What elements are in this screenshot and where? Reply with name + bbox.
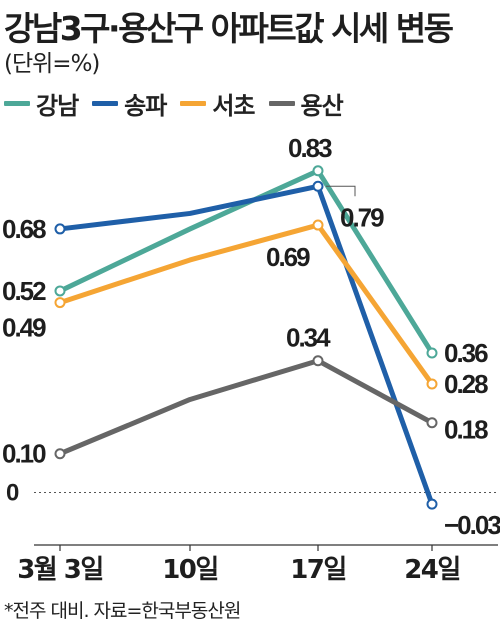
data-point [426, 417, 438, 429]
legend-item-seocho: 서초 [180, 86, 256, 121]
legend: 강남 송파 서초 용산 [4, 86, 357, 121]
legend-item-gangnam: 강남 [4, 86, 79, 121]
label-layer: 0.52 0.83 0.36 0.68 0.79 −0.03 0.49 0.69 0.28 0.1… [2, 133, 500, 540]
data-point [312, 180, 324, 192]
x-tick-label: 10일 [162, 555, 218, 585]
data-point [312, 219, 324, 231]
data-point [426, 378, 438, 390]
data-point [312, 355, 324, 367]
data-label: 0.36 [444, 338, 488, 368]
data-point [312, 165, 324, 177]
x-tick-label: 17일 [290, 555, 346, 585]
data-point [426, 498, 438, 510]
legend-label: 강남 [36, 92, 79, 120]
data-label: 0.34 [286, 323, 331, 353]
legend-swatch [268, 101, 295, 106]
data-point [54, 285, 66, 297]
legend-label: 서초 [212, 92, 255, 120]
legend-item-songpa: 송파 [92, 86, 167, 121]
data-label: 0.49 [2, 313, 46, 343]
data-label: 0.79 [340, 202, 384, 232]
footnote: *전주 대비. 자료=한국부동산원 [4, 600, 241, 622]
data-label: −0.03 [444, 510, 500, 540]
data-point [54, 297, 66, 309]
x-tick-label: 24일 [404, 555, 460, 585]
legend-label: 용산 [300, 92, 344, 120]
legend-label: 송파 [124, 92, 167, 120]
x-tick-label: 3월 3일 [17, 555, 103, 585]
legend-swatch [180, 101, 207, 106]
legend-swatch [4, 101, 30, 106]
data-point [54, 448, 66, 460]
series-line-용산 [57, 358, 435, 457]
zero-label: 0 [6, 480, 19, 507]
data-label: 0.69 [266, 242, 310, 272]
data-label: 0.28 [444, 369, 488, 399]
series-line-송파 [57, 183, 435, 507]
data-label: 0.52 [2, 276, 46, 306]
series-line-강남 [57, 168, 435, 356]
chart-title: 강남3구·용산구 아파트값 시세 변동 [4, 9, 454, 48]
data-label: 0.68 [2, 214, 46, 244]
legend-item-yongsan: 용산 [268, 86, 344, 121]
data-label: 0.18 [444, 415, 488, 445]
axis-layer: 0 3월 3일 10일 17일 24일 [6, 480, 498, 585]
legend-swatch [92, 101, 119, 106]
series-line-서초 [57, 222, 435, 387]
point-layer [54, 165, 438, 510]
data-point [54, 223, 66, 235]
data-label: 0.83 [288, 133, 332, 163]
data-label: 0.10 [2, 439, 46, 469]
leader-line [326, 185, 356, 197]
line-layer [57, 168, 435, 507]
data-point [426, 347, 438, 359]
unit-label: (단위=%) [4, 51, 100, 77]
